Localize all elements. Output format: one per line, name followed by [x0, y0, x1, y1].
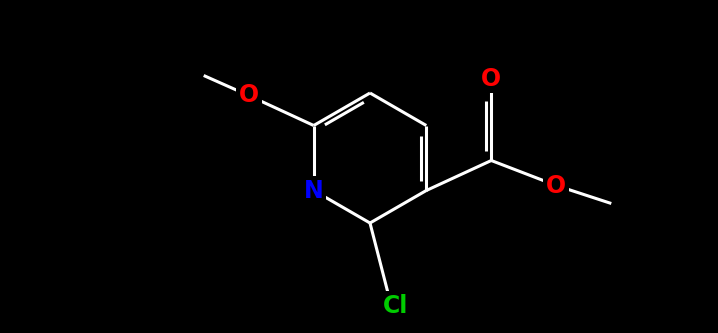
Text: O: O: [481, 67, 501, 91]
Text: Cl: Cl: [383, 294, 409, 318]
Text: O: O: [546, 173, 567, 197]
Text: O: O: [238, 84, 258, 108]
Text: N: N: [304, 178, 324, 202]
